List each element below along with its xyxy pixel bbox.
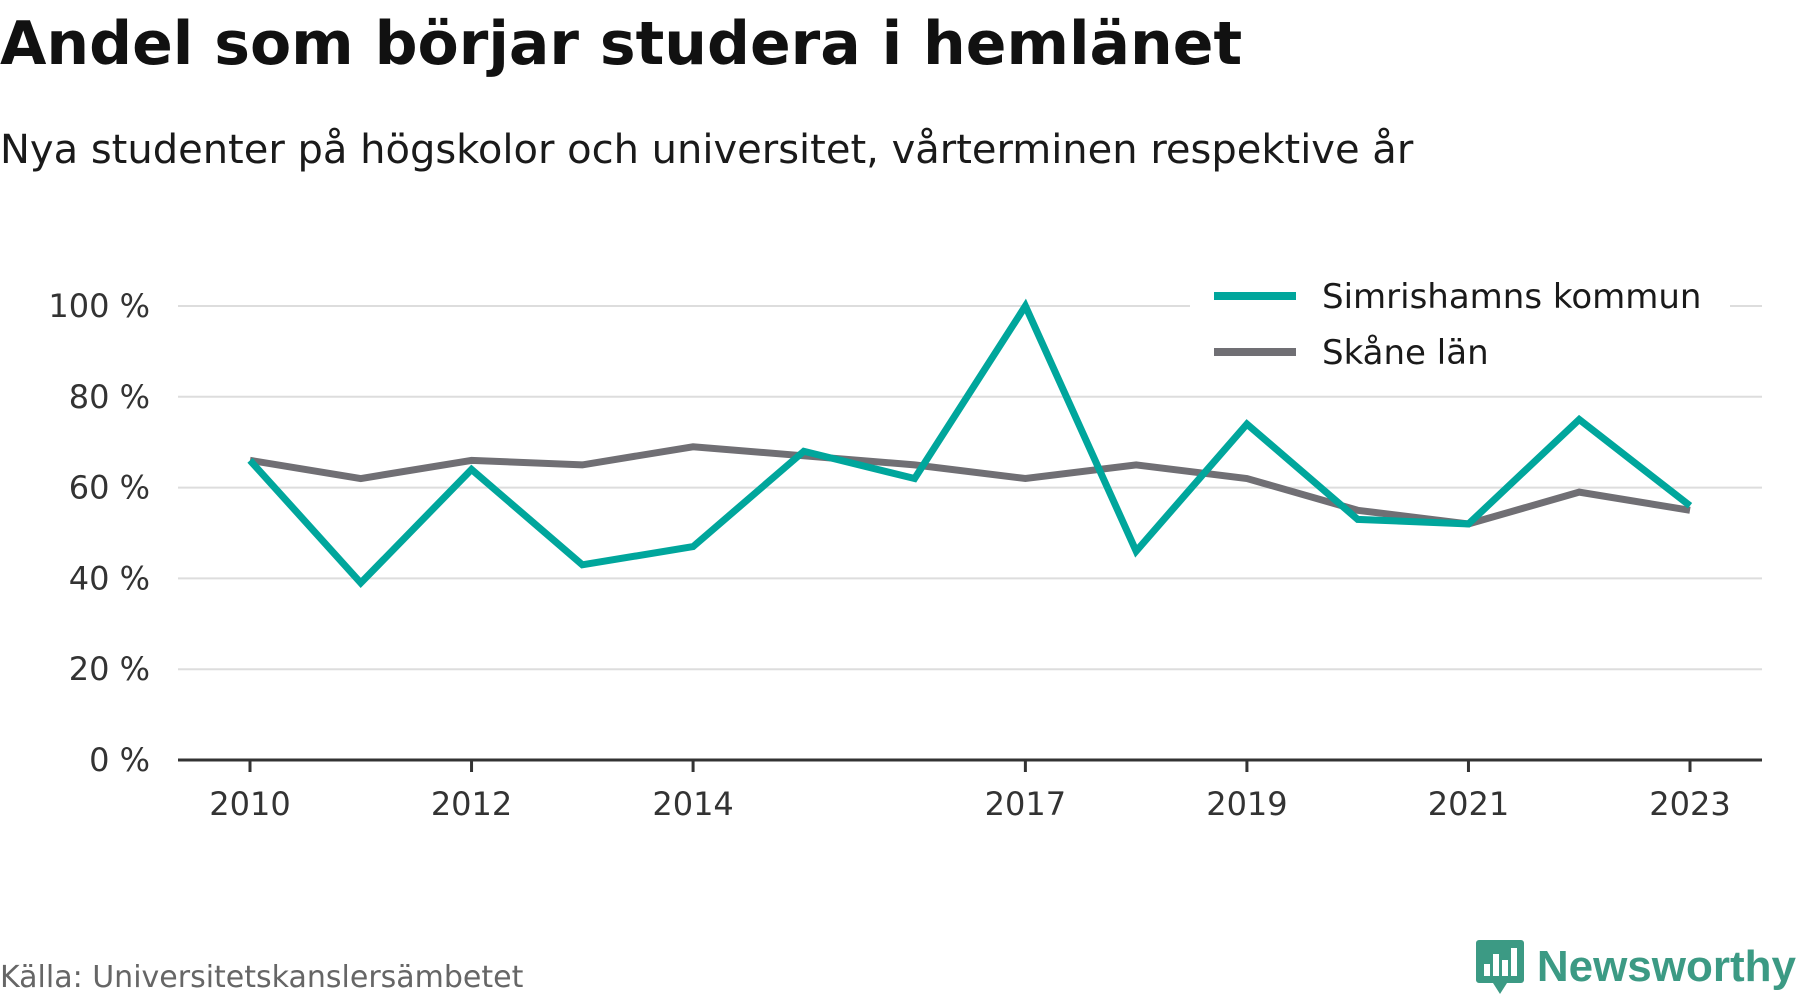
x-tick-label: 2019 [1206, 785, 1287, 823]
x-tick-label: 2021 [1428, 785, 1509, 823]
x-tick-label: 2012 [431, 785, 512, 823]
brand-name: Newsworthy [1536, 942, 1796, 991]
x-tick-label: 2010 [209, 785, 290, 823]
source-note: Källa: Universitetskanslersämbetet [0, 960, 524, 995]
y-tick-label: 20 % [69, 650, 150, 688]
series-lines [247, 298, 1693, 589]
x-tick-label: 2023 [1649, 785, 1730, 823]
y-axis-tick-labels: 0 % 20 % 40 % 60 % 80 % 100 % [48, 287, 150, 779]
x-tick-label: 2017 [985, 785, 1066, 823]
gridlines [178, 305, 1762, 671]
y-tick-label: 0 % [89, 741, 150, 779]
x-tick-label: 2014 [652, 785, 733, 823]
y-tick-label: 60 % [69, 469, 150, 507]
brand-logo: Newsworthy [1475, 938, 1796, 996]
legend: Simrishamns kommun Skåne län [1190, 260, 1730, 373]
x-axis-tick-labels: 2010 2012 2014 2017 2019 2021 2023 [209, 785, 1730, 823]
y-tick-label: 100 % [48, 287, 150, 325]
y-tick-label: 40 % [69, 559, 150, 597]
legend-label: Skåne län [1322, 333, 1489, 373]
bar-chart-badge-icon [1475, 940, 1524, 994]
chart-title: Andel som börjar studera i hemlänet [0, 9, 1243, 79]
legend-label: Simrishamns kommun [1322, 277, 1701, 317]
x-axis [178, 758, 1762, 772]
y-tick-label: 80 % [69, 378, 150, 416]
series-line-simrishamns-kommun [247, 298, 1693, 589]
chart-subtitle: Nya studenter på högskolor och universit… [0, 127, 1414, 173]
series-line-skåne-län [249, 443, 1691, 528]
